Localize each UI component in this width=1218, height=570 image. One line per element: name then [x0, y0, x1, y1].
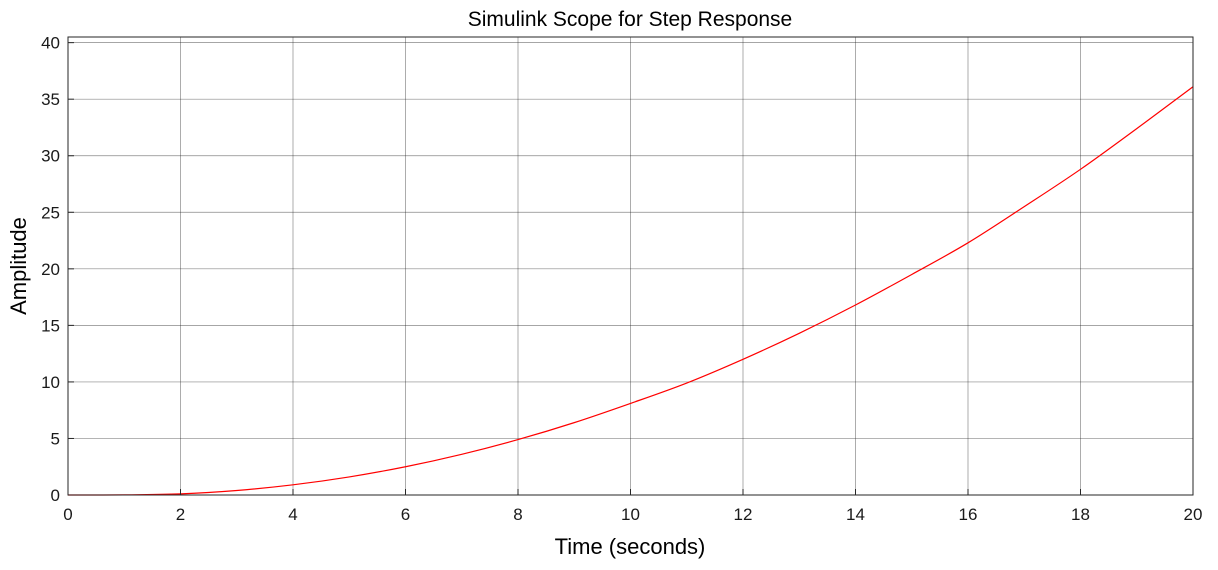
y-tick-label: 0 [51, 486, 60, 505]
tick-marks [67, 42, 1194, 496]
x-tick-label: 18 [1071, 505, 1090, 524]
x-axis-label: Time (seconds) [555, 534, 706, 559]
y-tick-labels: 0 5 10 15 20 25 30 35 40 [41, 34, 60, 505]
y-tick-label: 20 [41, 260, 60, 279]
x-tick-label: 8 [513, 505, 522, 524]
x-tick-label: 16 [959, 505, 978, 524]
y-tick-label: 35 [41, 90, 60, 109]
x-tick-label: 12 [734, 505, 753, 524]
x-tick-labels: 0 2 4 6 8 10 12 14 16 18 20 [63, 505, 1202, 524]
x-tick-label: 6 [401, 505, 410, 524]
y-tick-label: 40 [41, 34, 60, 53]
series-layer [67, 86, 1194, 496]
chart-title: Simulink Scope for Step Response [468, 8, 793, 31]
y-tick-label: 5 [51, 429, 60, 448]
x-tick-label: 4 [288, 505, 297, 524]
series-line [67, 86, 1194, 496]
y-tick-label: 10 [41, 373, 60, 392]
y-tick-label: 25 [41, 203, 60, 222]
y-tick-label: 30 [41, 147, 60, 166]
x-tick-label: 0 [63, 505, 72, 524]
x-tick-label: 2 [176, 505, 185, 524]
grid-lines [68, 37, 1193, 495]
y-tick-label: 15 [41, 316, 60, 335]
x-tick-label: 20 [1184, 505, 1203, 524]
y-axis-label: Amplitude [6, 217, 31, 315]
x-tick-label: 14 [846, 505, 865, 524]
x-tick-label: 10 [621, 505, 640, 524]
